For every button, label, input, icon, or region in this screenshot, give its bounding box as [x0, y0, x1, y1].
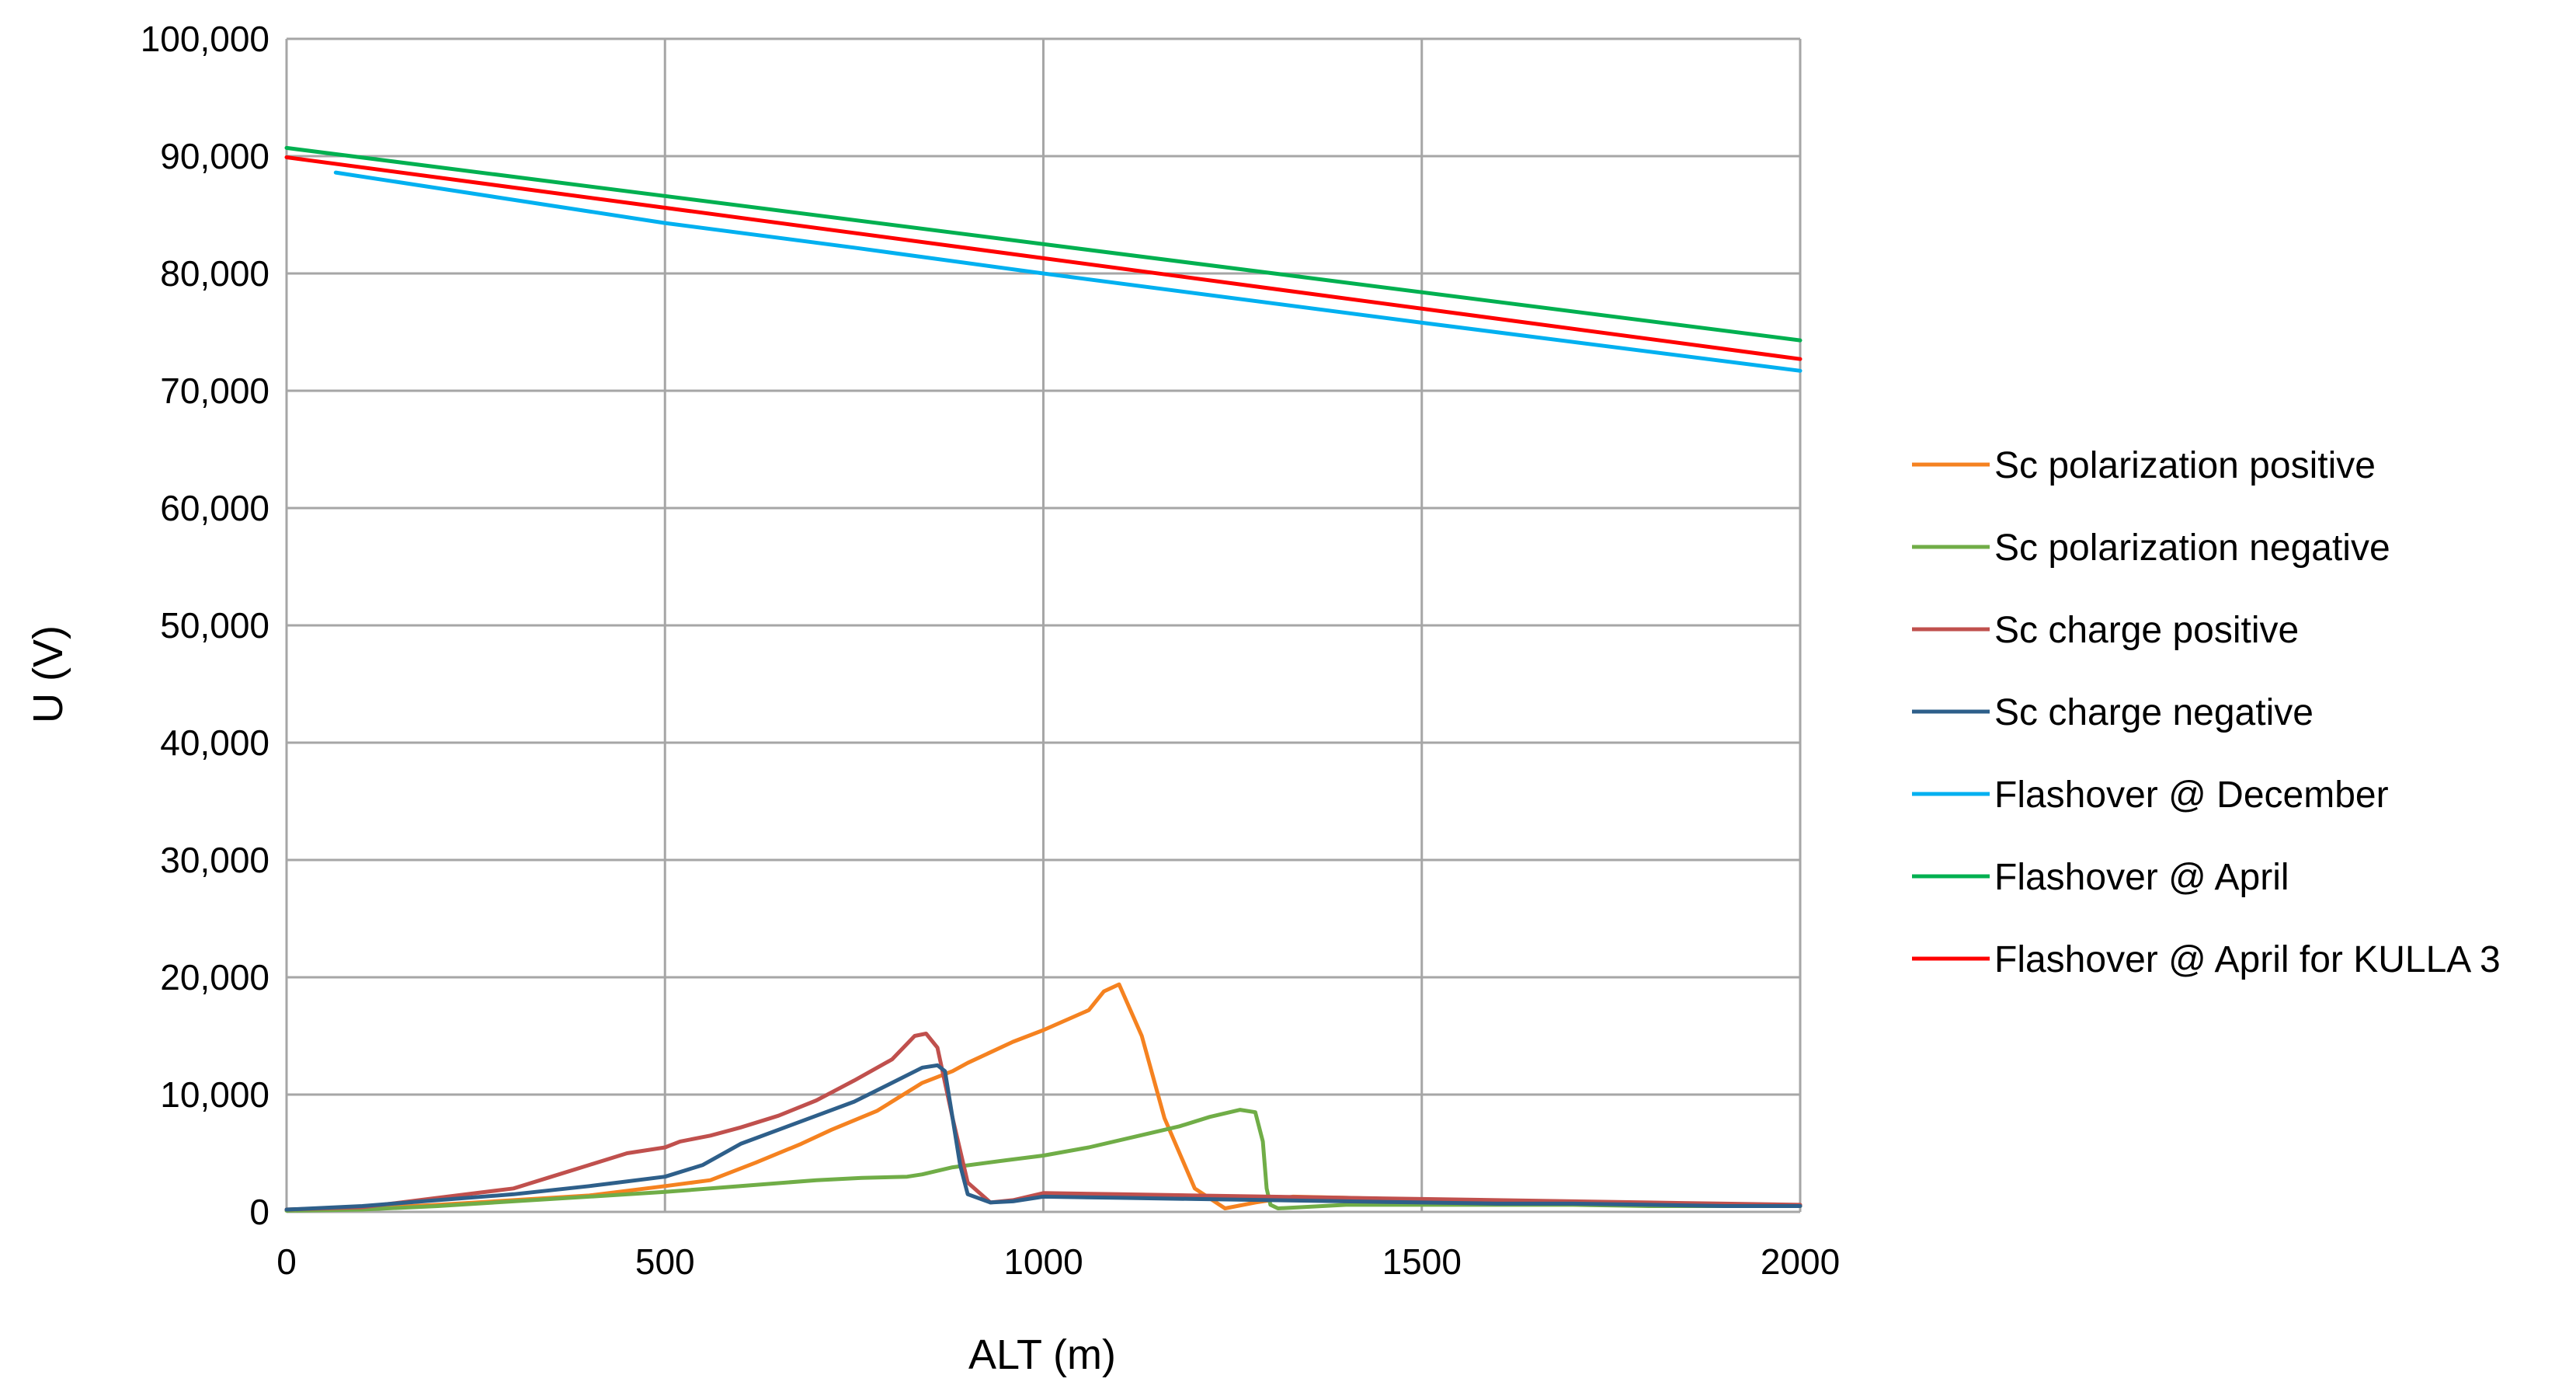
- series-line-4: [284, 1063, 1803, 1212]
- y-tick-label: 0: [249, 1192, 269, 1232]
- legend: Sc polarization positive Sc polarization …: [1912, 445, 2501, 980]
- y-tick-label: 80,000: [160, 253, 269, 294]
- legend-label: Sc charge negative: [1994, 692, 2314, 733]
- y-tick-label: 20,000: [160, 957, 269, 997]
- legend-label: Sc charge positive: [1994, 610, 2299, 651]
- series-line-2: [284, 1108, 1803, 1213]
- series-line-3: [284, 1032, 1803, 1212]
- y-tick-label: 50,000: [160, 605, 269, 646]
- legend-label: Sc polarization negative: [1994, 527, 2390, 569]
- y-tick-label: 70,000: [160, 371, 269, 411]
- y-tick-label: 30,000: [160, 840, 269, 880]
- y-tick-label: 40,000: [160, 722, 269, 763]
- x-tick-label: 2000: [1761, 1241, 1840, 1282]
- legend-label: Flashover @ April for KULLA 3: [1994, 939, 2501, 980]
- legend-label: Flashover @ April: [1994, 857, 2289, 898]
- y-axis-title: U (V): [25, 625, 71, 723]
- series-lines: [284, 145, 1803, 1213]
- x-tick-label: 500: [635, 1241, 695, 1282]
- y-axis-ticks: 0 10,000 20,000 30,000 40,000 50,000 60,000 70,…: [141, 19, 269, 1232]
- x-axis-ticks: 0 500 1000 1500 2000: [276, 1241, 1840, 1282]
- x-tick-label: 1500: [1382, 1241, 1462, 1282]
- y-tick-label: 90,000: [160, 136, 269, 176]
- series-line-7: [284, 155, 1803, 361]
- series-line-5: [333, 170, 1803, 373]
- x-tick-label: 0: [276, 1241, 297, 1282]
- gridlines: [285, 37, 1802, 1213]
- y-tick-label: 10,000: [160, 1074, 269, 1115]
- y-tick-label: 60,000: [160, 488, 269, 528]
- series-line-6: [284, 145, 1803, 343]
- x-axis-title: ALT (m): [968, 1332, 1116, 1378]
- legend-label: Sc polarization positive: [1994, 445, 2376, 486]
- legend-label: Flashover @ December: [1994, 775, 2389, 816]
- y-tick-label: 100,000: [141, 19, 269, 59]
- x-tick-label: 1000: [1003, 1241, 1083, 1282]
